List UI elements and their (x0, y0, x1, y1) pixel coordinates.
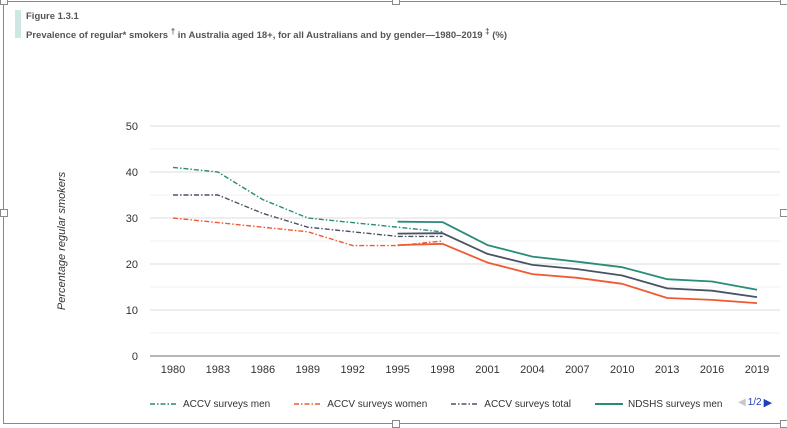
legend-swatch-accv-total (451, 403, 480, 405)
legend-item-ndshs-men[interactable]: NDSHS surveys men (594, 398, 723, 410)
legend-pager: ◀ 1/2 ▶ (738, 396, 772, 409)
triangle-left-icon[interactable]: ◀ (738, 397, 746, 408)
y-axis-label: Percentage regular smokers (56, 171, 68, 311)
legend-label: ACCV surveys total (484, 398, 571, 410)
resize-handle-top-right[interactable] (780, 0, 787, 5)
x-tick-label: 2013 (655, 364, 679, 376)
series-lines (172, 166, 758, 304)
legend-label: ACCV surveys men (183, 398, 271, 410)
title-mid: in Australia aged 18+, for all Australia… (175, 30, 483, 42)
figure-label: Figure 1.3.1 (26, 11, 79, 22)
triangle-right-icon[interactable]: ▶ (763, 397, 773, 409)
x-tick-label: 1980 (161, 364, 185, 376)
legend-swatch-accv-women (294, 403, 323, 405)
x-tick-label: 2001 (475, 364, 499, 376)
title-end: (%) (489, 30, 508, 42)
x-tick-label: 2007 (565, 364, 589, 376)
legend-swatch-accv-men (150, 403, 178, 405)
legend-item-accv-women[interactable]: ACCV surveys women (294, 399, 427, 410)
x-tick-label: 1998 (430, 364, 454, 376)
series-line-ndshs-surveys-women (397, 242, 758, 304)
x-axis-ticks: 1980 1983 1986 1989 1992 1995 1998 2001 2004 2007… (161, 364, 769, 376)
legend-swatch-ndshs-men (594, 403, 623, 405)
double-dagger-footnote-mark: ‡ (485, 27, 490, 36)
title-main: Prevalence of regular* smokers (26, 30, 169, 42)
figure-title: Prevalence of regular* smokers † in Aust… (26, 27, 507, 41)
legend-label: NDSHS surveys men (627, 398, 723, 410)
y-axis-ticks: 0 10 20 30 40 50 (126, 121, 138, 363)
resize-handle-top-left[interactable] (0, 0, 8, 5)
series-line-ndshs-surveys-men (397, 220, 758, 291)
x-tick-label: 1992 (340, 364, 364, 376)
resize-handle-top[interactable] (392, 0, 400, 5)
y-tick-label: 10 (126, 305, 138, 317)
gridlines (150, 125, 780, 357)
series-line-ndshs-surveys-total (397, 232, 758, 298)
x-tick-label: 2016 (700, 364, 724, 376)
x-tick-label: 2004 (520, 364, 544, 376)
legend-label: ACCV surveys women (327, 398, 428, 410)
y-tick-label: 0 (132, 351, 138, 363)
x-tick-label: 1989 (296, 364, 320, 376)
series-line-accv-surveys-women (172, 217, 443, 247)
x-tick-label: 2019 (745, 364, 769, 376)
series-line-accv-surveys-total (173, 194, 443, 238)
y-tick-label: 20 (126, 259, 138, 271)
x-tick-label: 1986 (251, 364, 275, 376)
x-tick-label: 1983 (206, 364, 230, 376)
title-accent-bar (15, 10, 21, 38)
legend-page-indicator: 1/2 (747, 397, 762, 408)
resize-handle-left[interactable] (0, 209, 8, 217)
x-tick-label: 2010 (610, 364, 634, 376)
y-tick-label: 50 (126, 121, 138, 133)
legend-item-accv-men[interactable]: ACCV surveys men (150, 399, 270, 410)
legend-item-accv-total[interactable]: ACCV surveys total (451, 399, 571, 410)
dagger-footnote-mark: † (170, 27, 176, 36)
series-line-accv-surveys-men (172, 166, 443, 233)
resize-handle-right[interactable] (780, 209, 787, 217)
y-tick-label: 40 (126, 167, 138, 179)
legend: ACCV surveys men ACCV surveys women ACCV… (150, 397, 746, 411)
y-tick-label: 30 (126, 213, 138, 225)
x-tick-label: 1995 (385, 364, 409, 376)
